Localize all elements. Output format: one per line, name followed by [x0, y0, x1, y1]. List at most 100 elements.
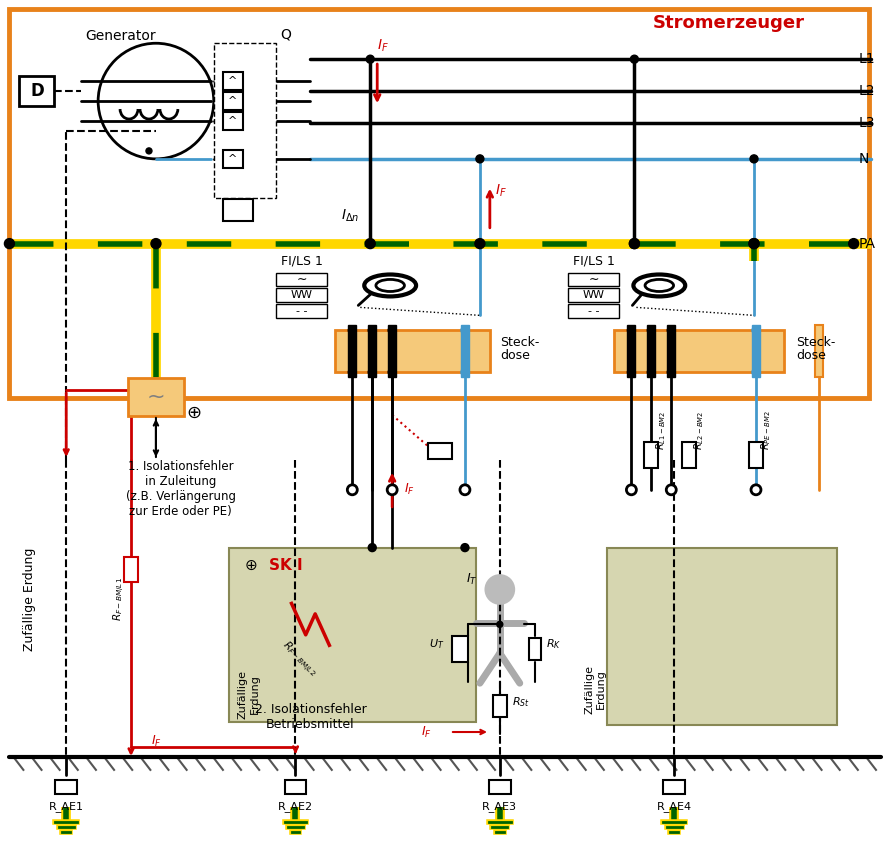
Bar [608, 547, 837, 725]
Text: $I_F$: $I_F$ [495, 183, 506, 199]
Bar [222, 198, 253, 221]
Ellipse shape [634, 274, 685, 297]
Bar [493, 695, 506, 717]
Circle shape [668, 327, 676, 334]
Circle shape [647, 369, 655, 376]
Circle shape [368, 369, 376, 376]
Text: $R_{PE-BM2}$: $R_{PE-BM2}$ [759, 410, 773, 450]
Text: 1. Isolationsfehler
in Zuleitung
(z.B. Verlängerung
zur Erde oder PE): 1. Isolationsfehler in Zuleitung (z.B. V… [125, 460, 236, 518]
Circle shape [629, 239, 639, 249]
Bar [222, 72, 243, 90]
Circle shape [752, 327, 760, 334]
Circle shape [647, 327, 655, 334]
Text: Zufällige
Erdung: Zufällige Erdung [585, 664, 606, 714]
Ellipse shape [645, 280, 674, 292]
Bar [128, 378, 184, 416]
Circle shape [348, 369, 356, 376]
Circle shape [461, 544, 469, 551]
Text: Generator: Generator [85, 29, 157, 44]
Circle shape [368, 544, 376, 551]
Circle shape [627, 369, 635, 376]
Text: Stromerzeuger: Stromerzeuger [653, 15, 805, 32]
Text: - -: - - [295, 306, 307, 316]
Circle shape [461, 369, 469, 376]
Circle shape [347, 485, 357, 495]
Text: R_AE3: R_AE3 [482, 801, 517, 811]
Text: $I_T$: $I_T$ [466, 572, 478, 587]
Bar [529, 639, 541, 660]
Circle shape [151, 239, 161, 249]
Bar [124, 557, 138, 582]
Circle shape [146, 148, 152, 154]
Bar [489, 780, 511, 793]
Circle shape [750, 155, 758, 162]
Text: PA: PA [859, 237, 876, 251]
Bar [276, 288, 328, 303]
Bar [55, 780, 77, 793]
Text: R_AE2: R_AE2 [278, 801, 313, 811]
Bar [683, 442, 696, 468]
Bar [368, 326, 376, 377]
Text: dose: dose [500, 349, 530, 362]
Bar [348, 326, 356, 377]
Circle shape [486, 575, 514, 604]
Circle shape [629, 239, 639, 249]
Text: Zufällige
Erdung: Zufällige Erdung [238, 669, 260, 719]
Text: ^: ^ [228, 96, 238, 106]
Circle shape [368, 327, 376, 334]
Text: ~: ~ [147, 387, 166, 407]
Circle shape [348, 327, 356, 334]
Text: Steck-: Steck- [500, 336, 539, 349]
Text: FI/LS 1: FI/LS 1 [280, 254, 322, 267]
Bar [568, 304, 619, 318]
Text: FI/LS 1: FI/LS 1 [572, 254, 614, 267]
Bar [10, 9, 869, 398]
Text: dose: dose [796, 349, 826, 362]
Text: R_AE4: R_AE4 [657, 801, 692, 811]
Text: Q: Q [280, 27, 291, 41]
Circle shape [627, 485, 636, 495]
Text: R_AE1: R_AE1 [49, 801, 84, 811]
Text: ^: ^ [228, 116, 238, 126]
Text: ∼: ∼ [588, 273, 599, 286]
Text: $I_F$: $I_F$ [150, 734, 161, 748]
Bar [614, 330, 784, 372]
Text: N: N [859, 152, 869, 166]
Circle shape [849, 239, 859, 249]
Text: $I_{Δn}$: $I_{Δn}$ [341, 208, 360, 224]
Text: Steck-: Steck- [796, 336, 835, 349]
Circle shape [749, 239, 759, 249]
Bar [663, 780, 685, 793]
Bar [229, 547, 476, 722]
Bar [222, 150, 243, 168]
Text: $R_{L2-BM2}$: $R_{L2-BM2}$ [692, 410, 706, 450]
Ellipse shape [364, 274, 417, 297]
Circle shape [668, 369, 676, 376]
Text: SK I: SK I [269, 558, 303, 573]
Text: ^: ^ [228, 154, 238, 164]
Text: $I_F$: $I_F$ [421, 724, 432, 740]
Circle shape [752, 369, 760, 376]
Bar [752, 326, 760, 377]
Bar [647, 326, 655, 377]
Text: $R_{F-BM/L2}$: $R_{F-BM/L2}$ [278, 639, 320, 680]
Text: WW: WW [583, 291, 604, 300]
Ellipse shape [376, 280, 404, 292]
Text: L2: L2 [859, 84, 875, 98]
Circle shape [367, 56, 374, 63]
Text: $R_{F-BM/L1}$: $R_{F-BM/L1}$ [111, 577, 126, 622]
Bar [644, 442, 659, 468]
Text: Zufällige Erdung: Zufällige Erdung [23, 548, 36, 652]
Bar [461, 326, 469, 377]
Text: ⊕: ⊕ [186, 404, 201, 422]
Bar [20, 76, 54, 106]
Text: ^: ^ [228, 76, 238, 86]
Circle shape [751, 485, 761, 495]
Bar [749, 442, 763, 468]
Bar [568, 288, 619, 303]
Circle shape [387, 485, 397, 495]
Text: ⊕: ⊕ [244, 558, 257, 573]
Text: $R_K$: $R_K$ [546, 637, 561, 652]
Bar [222, 92, 243, 110]
Bar [276, 273, 328, 286]
